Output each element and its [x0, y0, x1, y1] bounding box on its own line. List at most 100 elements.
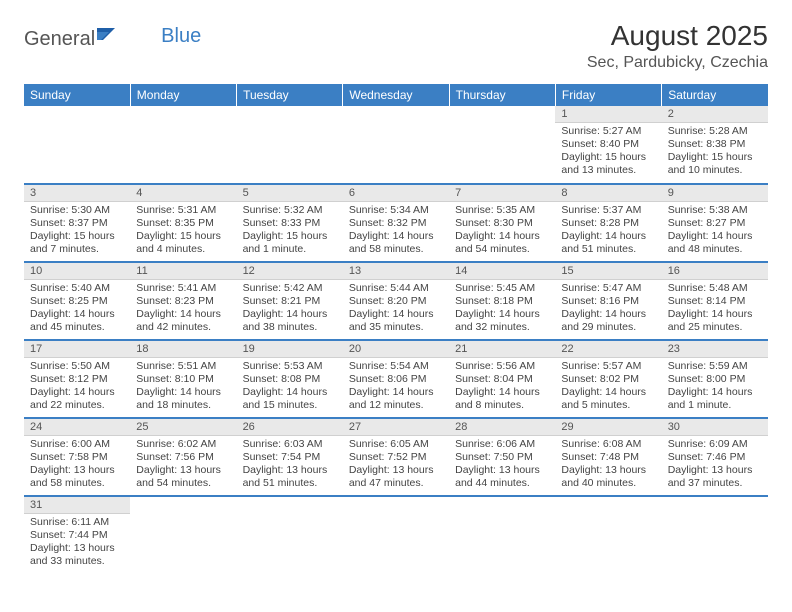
sunset-text: Sunset: 7:54 PM: [243, 451, 337, 464]
day-info: Sunrise: 5:37 AMSunset: 8:28 PMDaylight:…: [555, 202, 661, 261]
calendar-cell: 10Sunrise: 5:40 AMSunset: 8:25 PMDayligh…: [24, 262, 130, 340]
daylight-text: Daylight: 14 hours and 45 minutes.: [30, 308, 124, 334]
calendar-week-row: 31Sunrise: 6:11 AMSunset: 7:44 PMDayligh…: [24, 496, 768, 574]
calendar-cell: 22Sunrise: 5:57 AMSunset: 8:02 PMDayligh…: [555, 340, 661, 418]
calendar-cell: 26Sunrise: 6:03 AMSunset: 7:54 PMDayligh…: [237, 418, 343, 496]
weekday-header-row: Sunday Monday Tuesday Wednesday Thursday…: [24, 84, 768, 106]
calendar-cell: [24, 106, 130, 184]
daylight-text: Daylight: 14 hours and 29 minutes.: [561, 308, 655, 334]
day-info: Sunrise: 5:59 AMSunset: 8:00 PMDaylight:…: [662, 358, 768, 417]
sunrise-text: Sunrise: 5:31 AM: [136, 204, 230, 217]
sunset-text: Sunset: 7:50 PM: [455, 451, 549, 464]
sunrise-text: Sunrise: 5:45 AM: [455, 282, 549, 295]
calendar-cell: [343, 496, 449, 574]
weekday-monday: Monday: [130, 84, 236, 106]
day-number: 29: [555, 419, 661, 436]
day-info: Sunrise: 5:35 AMSunset: 8:30 PMDaylight:…: [449, 202, 555, 261]
daylight-text: Daylight: 13 hours and 37 minutes.: [668, 464, 762, 490]
daylight-text: Daylight: 14 hours and 12 minutes.: [349, 386, 443, 412]
day-info: Sunrise: 6:09 AMSunset: 7:46 PMDaylight:…: [662, 436, 768, 495]
day-number: 5: [237, 185, 343, 202]
day-info: Sunrise: 6:08 AMSunset: 7:48 PMDaylight:…: [555, 436, 661, 495]
sunset-text: Sunset: 8:16 PM: [561, 295, 655, 308]
sunrise-text: Sunrise: 5:30 AM: [30, 204, 124, 217]
sunrise-text: Sunrise: 6:08 AM: [561, 438, 655, 451]
daylight-text: Daylight: 14 hours and 15 minutes.: [243, 386, 337, 412]
day-number: 9: [662, 185, 768, 202]
weekday-saturday: Saturday: [662, 84, 768, 106]
calendar-cell: [130, 496, 236, 574]
day-number: 20: [343, 341, 449, 358]
calendar-cell: 21Sunrise: 5:56 AMSunset: 8:04 PMDayligh…: [449, 340, 555, 418]
sunrise-text: Sunrise: 5:42 AM: [243, 282, 337, 295]
calendar-cell: 16Sunrise: 5:48 AMSunset: 8:14 PMDayligh…: [662, 262, 768, 340]
sunset-text: Sunset: 7:52 PM: [349, 451, 443, 464]
day-number: 2: [662, 106, 768, 123]
day-number: 24: [24, 419, 130, 436]
sunset-text: Sunset: 8:14 PM: [668, 295, 762, 308]
day-number: 30: [662, 419, 768, 436]
calendar-cell: 15Sunrise: 5:47 AMSunset: 8:16 PMDayligh…: [555, 262, 661, 340]
sunset-text: Sunset: 8:33 PM: [243, 217, 337, 230]
sunset-text: Sunset: 8:28 PM: [561, 217, 655, 230]
sunset-text: Sunset: 8:12 PM: [30, 373, 124, 386]
day-info: Sunrise: 6:03 AMSunset: 7:54 PMDaylight:…: [237, 436, 343, 495]
calendar-cell: 31Sunrise: 6:11 AMSunset: 7:44 PMDayligh…: [24, 496, 130, 574]
calendar-cell: 2Sunrise: 5:28 AMSunset: 8:38 PMDaylight…: [662, 106, 768, 184]
sunset-text: Sunset: 8:02 PM: [561, 373, 655, 386]
daylight-text: Daylight: 14 hours and 1 minute.: [668, 386, 762, 412]
day-info: Sunrise: 5:56 AMSunset: 8:04 PMDaylight:…: [449, 358, 555, 417]
daylight-text: Daylight: 15 hours and 10 minutes.: [668, 151, 762, 177]
daylight-text: Daylight: 15 hours and 13 minutes.: [561, 151, 655, 177]
calendar-week-row: 3Sunrise: 5:30 AMSunset: 8:37 PMDaylight…: [24, 184, 768, 262]
sunset-text: Sunset: 8:23 PM: [136, 295, 230, 308]
day-info: Sunrise: 5:50 AMSunset: 8:12 PMDaylight:…: [24, 358, 130, 417]
month-title: August 2025: [587, 20, 768, 52]
calendar-cell: 18Sunrise: 5:51 AMSunset: 8:10 PMDayligh…: [130, 340, 236, 418]
day-info: Sunrise: 5:51 AMSunset: 8:10 PMDaylight:…: [130, 358, 236, 417]
sunrise-text: Sunrise: 5:47 AM: [561, 282, 655, 295]
daylight-text: Daylight: 14 hours and 32 minutes.: [455, 308, 549, 334]
calendar-week-row: 1Sunrise: 5:27 AMSunset: 8:40 PMDaylight…: [24, 106, 768, 184]
logo: General Blue: [24, 26, 201, 52]
day-number: 4: [130, 185, 236, 202]
day-info: Sunrise: 6:11 AMSunset: 7:44 PMDaylight:…: [24, 514, 130, 573]
day-info: Sunrise: 5:44 AMSunset: 8:20 PMDaylight:…: [343, 280, 449, 339]
calendar-cell: [662, 496, 768, 574]
day-number: 12: [237, 263, 343, 280]
weekday-sunday: Sunday: [24, 84, 130, 106]
day-number: 26: [237, 419, 343, 436]
calendar-cell: 12Sunrise: 5:42 AMSunset: 8:21 PMDayligh…: [237, 262, 343, 340]
sunrise-text: Sunrise: 5:28 AM: [668, 125, 762, 138]
day-info: Sunrise: 5:34 AMSunset: 8:32 PMDaylight:…: [343, 202, 449, 261]
daylight-text: Daylight: 14 hours and 18 minutes.: [136, 386, 230, 412]
sunrise-text: Sunrise: 5:56 AM: [455, 360, 549, 373]
sunset-text: Sunset: 8:00 PM: [668, 373, 762, 386]
daylight-text: Daylight: 13 hours and 54 minutes.: [136, 464, 230, 490]
sunrise-text: Sunrise: 6:05 AM: [349, 438, 443, 451]
daylight-text: Daylight: 13 hours and 33 minutes.: [30, 542, 124, 568]
day-number: 27: [343, 419, 449, 436]
weekday-tuesday: Tuesday: [237, 84, 343, 106]
daylight-text: Daylight: 14 hours and 8 minutes.: [455, 386, 549, 412]
daylight-text: Daylight: 14 hours and 54 minutes.: [455, 230, 549, 256]
daylight-text: Daylight: 14 hours and 51 minutes.: [561, 230, 655, 256]
calendar-cell: [449, 106, 555, 184]
sunset-text: Sunset: 8:32 PM: [349, 217, 443, 230]
calendar-cell: 14Sunrise: 5:45 AMSunset: 8:18 PMDayligh…: [449, 262, 555, 340]
sunrise-text: Sunrise: 5:53 AM: [243, 360, 337, 373]
sunrise-text: Sunrise: 5:59 AM: [668, 360, 762, 373]
sunrise-text: Sunrise: 6:00 AM: [30, 438, 124, 451]
day-number: 3: [24, 185, 130, 202]
logo-text-2: Blue: [161, 25, 201, 48]
calendar-cell: 5Sunrise: 5:32 AMSunset: 8:33 PMDaylight…: [237, 184, 343, 262]
day-number: 8: [555, 185, 661, 202]
daylight-text: Daylight: 15 hours and 7 minutes.: [30, 230, 124, 256]
sunrise-text: Sunrise: 5:35 AM: [455, 204, 549, 217]
sunset-text: Sunset: 8:18 PM: [455, 295, 549, 308]
calendar-week-row: 10Sunrise: 5:40 AMSunset: 8:25 PMDayligh…: [24, 262, 768, 340]
day-number: 6: [343, 185, 449, 202]
daylight-text: Daylight: 15 hours and 1 minute.: [243, 230, 337, 256]
day-info: Sunrise: 5:47 AMSunset: 8:16 PMDaylight:…: [555, 280, 661, 339]
day-info: Sunrise: 6:05 AMSunset: 7:52 PMDaylight:…: [343, 436, 449, 495]
